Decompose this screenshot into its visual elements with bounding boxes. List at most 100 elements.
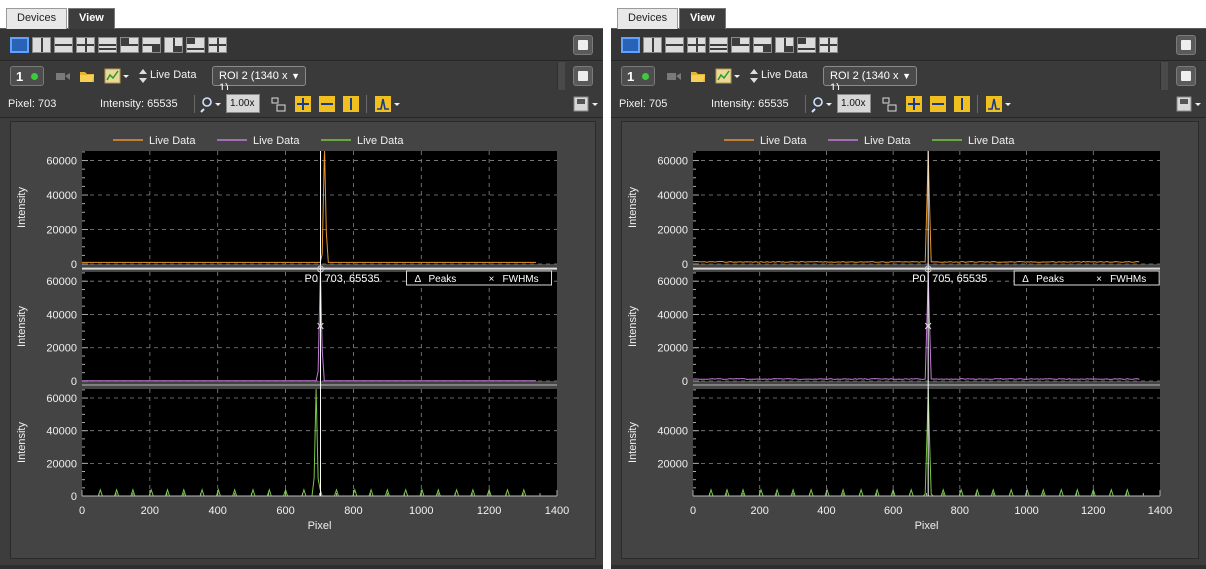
peak-find-icon[interactable] [374,95,400,113]
roi-dropdown[interactable]: ROI 2 (1340 x 1) ▼ [212,66,306,94]
open-folder-icon[interactable] [78,67,96,85]
data-labels-icon[interactable] [881,95,899,113]
cursor-value-label: 703, 65535 [325,273,380,285]
x-tick-label: 1400 [545,505,569,517]
tab-view[interactable]: View [68,8,115,29]
legend-entry: Live Data [149,135,196,147]
layout-option-9-button[interactable] [186,37,205,53]
zoom-level-box[interactable]: 1.00x [226,94,260,113]
peaks-symbol: Δ [415,274,422,285]
tab-devices[interactable]: Devices [6,8,68,29]
data-labels-icon[interactable] [270,95,288,113]
legend-entry: Live Data [357,135,404,147]
layout-pane-divider [187,48,204,50]
series-spinner-icon[interactable] [138,67,156,85]
x-tick-label: 600 [884,505,902,517]
open-folder-icon[interactable] [689,67,707,85]
maximize-view-button[interactable] [573,35,593,55]
spectrum-chart[interactable]: Live Data Live Data Live Data 0 20000 40000 60… [621,121,1199,559]
layout-option-7-button[interactable] [753,37,772,53]
layout-option-1-button[interactable] [10,37,29,53]
layout-option-1-button[interactable] [621,37,640,53]
layout-option-10-button[interactable] [208,37,227,53]
roi-dropdown[interactable]: ROI 2 (1340 x 1) ▼ [823,66,917,94]
layout-option-3-button[interactable] [665,37,684,53]
acquisition-toolbar: 1 Live Data ROI 2 (1340 x 1) ▼ [611,62,1206,94]
layout-option-4-button[interactable] [687,37,706,53]
layout-toolbar [0,29,603,61]
y-tick-label: 40000 [657,426,688,438]
layout-option-2-button[interactable] [32,37,51,53]
x-tick-label: 0 [690,505,696,517]
spectrum-chart[interactable]: Live Data Live Data Live Data 0 20000 40000 60… [10,121,596,559]
maximize-toolbar-button[interactable] [1176,66,1196,86]
chart-type-icon[interactable] [104,67,129,85]
maximize-view-button[interactable] [1176,35,1196,55]
tab-view[interactable]: View [679,8,726,29]
layout-option-8-button[interactable] [164,37,183,53]
window-icon [578,71,588,81]
layout-option-5-button[interactable] [709,37,728,53]
y-tick-label: 0 [71,376,77,388]
camera-select-button[interactable]: 1 [10,66,44,86]
series-spinner-icon[interactable] [749,67,767,85]
y-tick-label: 20000 [46,343,77,355]
fwhms-symbol: × [1096,274,1102,285]
peak-id-label: P0 [305,273,318,285]
y-tick-label: 40000 [657,309,688,321]
record-icon[interactable] [665,67,683,85]
toolbar-divider [805,95,806,113]
roi-dropdown-label: ROI 2 (1340 x 1) [219,70,288,94]
zoom-icon[interactable] [811,95,832,113]
layout-pane-divider [696,38,698,52]
fit-horizontal-icon[interactable] [318,95,336,113]
peaks-legend-label: Peaks [429,274,457,285]
layout-option-10-button[interactable] [819,37,838,53]
record-icon[interactable] [54,67,72,85]
x-tick-label: 400 [209,505,227,517]
plot-area [82,389,557,496]
cursor-toolbar: Pixel: 705 Intensity: 65535 1.00x [611,90,1206,118]
zoom-icon[interactable] [200,95,221,113]
layout-option-2-button[interactable] [643,37,662,53]
pixel-readout: Pixel: 703 [8,98,57,110]
fit-vertical-icon[interactable] [342,95,360,113]
layout-pane-divider [55,44,72,46]
export-icon[interactable] [1176,95,1201,113]
y-tick-label: 60000 [46,276,77,288]
layout-option-6-button[interactable] [731,37,750,53]
left-panel: Devices View 1 Live Data ROI 2 (1340 x 1) ▼ Pi… [0,0,603,569]
chevron-down-icon: ▼ [902,71,911,81]
maximize-toolbar-button[interactable] [573,66,593,86]
layout-option-5-button[interactable] [98,37,117,53]
legend-entry: Live Data [760,135,807,147]
fit-all-icon[interactable] [294,95,312,113]
y-tick-label: 20000 [657,343,688,355]
x-axis-label: Pixel [915,520,939,532]
layout-option-4-button[interactable] [76,37,95,53]
tab-devices[interactable]: Devices [617,8,679,29]
layout-pane-divider [666,44,683,46]
toolbar-divider [977,95,978,113]
layout-toolbar [611,29,1206,61]
layout-option-7-button[interactable] [142,37,161,53]
y-axis-label: Intensity [627,187,639,228]
layout-pane-divider [732,44,749,46]
tab-bar: Devices View [611,0,1206,29]
layout-option-3-button[interactable] [54,37,73,53]
camera-select-button[interactable]: 1 [621,66,655,86]
peak-find-icon[interactable] [985,95,1011,113]
layout-pane-divider [209,44,226,46]
layout-option-9-button[interactable] [797,37,816,53]
fit-horizontal-icon[interactable] [929,95,947,113]
fwhms-symbol: × [489,274,495,285]
fwhm-marker: ✕ [316,321,325,333]
fit-all-icon[interactable] [905,95,923,113]
export-icon[interactable] [573,95,598,113]
layout-option-6-button[interactable] [120,37,139,53]
layout-pane-divider [820,44,837,46]
chart-type-icon[interactable] [715,67,740,85]
zoom-level-box[interactable]: 1.00x [837,94,871,113]
layout-option-8-button[interactable] [775,37,794,53]
fit-vertical-icon[interactable] [953,95,971,113]
